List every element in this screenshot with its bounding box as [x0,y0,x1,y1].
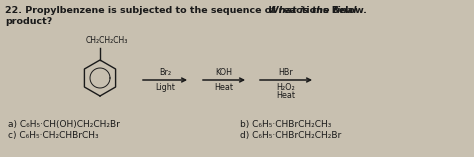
Text: What is the final: What is the final [265,6,356,15]
Text: HBr: HBr [279,68,293,77]
Text: Heat: Heat [215,83,234,92]
Text: d) C₆H₅·CHBrCH₂CH₂Br: d) C₆H₅·CHBrCH₂CH₂Br [240,131,341,140]
Text: Light: Light [155,83,175,92]
Text: H₂O₂: H₂O₂ [277,83,295,92]
Text: product?: product? [5,17,52,26]
Text: CH₂CH₂CH₃: CH₂CH₂CH₃ [86,36,128,45]
Text: 22. Propylbenzene is subjected to the sequence of reactions Below.: 22. Propylbenzene is subjected to the se… [5,6,367,15]
Text: a) C₆H₅·CH(OH)CH₂CH₂Br: a) C₆H₅·CH(OH)CH₂CH₂Br [8,120,120,129]
Text: c) C₆H₅·CH₂CHBrCH₃: c) C₆H₅·CH₂CHBrCH₃ [8,131,99,140]
Text: KOH: KOH [216,68,233,77]
Text: Heat: Heat [276,91,295,100]
Text: Br₂: Br₂ [159,68,171,77]
Text: b) C₆H₅·CHBrCH₂CH₃: b) C₆H₅·CHBrCH₂CH₃ [240,120,331,129]
